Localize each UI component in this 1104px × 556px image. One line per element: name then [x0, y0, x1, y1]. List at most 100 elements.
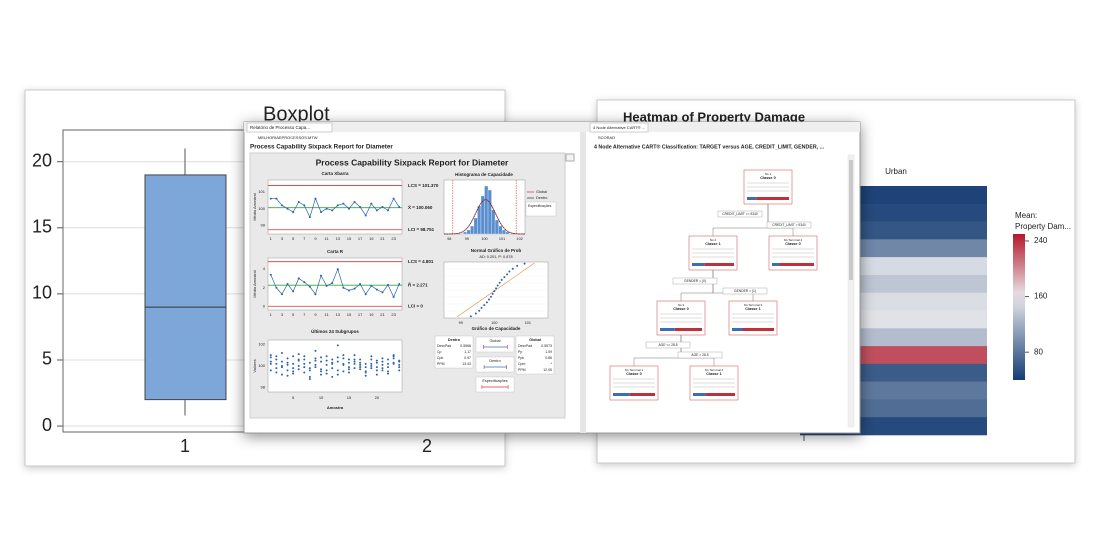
- point: [280, 365, 283, 367]
- split-box: [766, 221, 812, 229]
- node-row: [692, 252, 734, 254]
- tab[interactable]: [589, 122, 649, 133]
- x-tick-label: 19: [369, 236, 374, 241]
- point: [347, 358, 350, 361]
- point: [325, 369, 328, 372]
- point: [275, 367, 278, 370]
- y-axis-label: Valores: [252, 359, 257, 372]
- point: [478, 309, 481, 312]
- point: [336, 373, 339, 376]
- x-tick-label: 9: [314, 236, 317, 241]
- point: [275, 362, 278, 365]
- node-row: [772, 252, 814, 254]
- point: [342, 286, 345, 289]
- x-tick-label: 7: [303, 312, 306, 317]
- point: [364, 293, 367, 296]
- x-tick-label: 13: [336, 236, 341, 241]
- colorbar-tick-label: 240: [1034, 236, 1048, 245]
- point: [381, 206, 384, 208]
- node-label: Nó 3: [678, 303, 685, 307]
- point: [381, 360, 384, 363]
- fit-line: [456, 262, 535, 318]
- bar: [477, 205, 482, 235]
- point: [314, 359, 317, 362]
- point: [398, 369, 401, 372]
- y-tick-label: 100: [258, 363, 265, 368]
- point: [331, 209, 334, 212]
- control-limit-label: LCI = 98.751: [408, 227, 435, 232]
- split-box: [645, 341, 691, 349]
- point: [325, 207, 328, 210]
- point: [286, 361, 289, 364]
- series-line: [270, 268, 400, 298]
- tab[interactable]: [246, 122, 333, 133]
- point: [375, 373, 378, 376]
- point: [269, 197, 272, 200]
- point: [387, 209, 390, 212]
- report-heading: Process Capability Sixpack Report for Di…: [250, 144, 393, 151]
- node-label: Nó Terminal 1: [625, 368, 644, 372]
- y-tick-label: 98: [261, 385, 266, 390]
- point: [286, 207, 289, 210]
- bar: [466, 229, 471, 235]
- point: [331, 282, 334, 285]
- point: [303, 358, 306, 361]
- class-bar: [660, 328, 675, 331]
- y-tick-label: 0: [263, 303, 266, 308]
- y-tick-label: 5: [42, 349, 52, 369]
- point: [500, 278, 503, 281]
- chart-subtitle: AD: 0.201, P: 0.878: [479, 255, 512, 259]
- worksheet-label: MELHORIAEPROCESSOS.MTW: [258, 135, 318, 140]
- point: [387, 283, 390, 286]
- plot-area: [267, 339, 403, 393]
- node-row: [692, 256, 734, 258]
- point: [364, 362, 367, 365]
- point: [336, 268, 339, 271]
- point: [370, 202, 373, 205]
- point: [493, 290, 496, 293]
- point: [303, 371, 306, 374]
- point: [487, 298, 490, 301]
- point: [359, 358, 362, 361]
- node-class: Classe 0: [760, 176, 775, 180]
- stats-value: 0.86: [545, 356, 552, 360]
- x-tick-label: 101: [525, 321, 531, 325]
- point: [297, 277, 300, 280]
- bar: [484, 185, 489, 235]
- series-line: [270, 197, 400, 219]
- bar: [463, 231, 468, 235]
- class-bar-rest: [742, 328, 774, 331]
- stats-box: [515, 335, 555, 375]
- point: [392, 362, 395, 365]
- point: [297, 200, 300, 203]
- point: [336, 356, 339, 359]
- point: [511, 267, 514, 270]
- point: [347, 361, 350, 364]
- point: [342, 357, 345, 360]
- x-tick-label: 17: [358, 236, 363, 241]
- point: [292, 290, 295, 293]
- point: [370, 362, 373, 365]
- node-class: Classe 0: [673, 307, 688, 311]
- stats-value: 13.43: [462, 362, 471, 366]
- x-tick-label: 1: [180, 436, 190, 456]
- class-bar-rest: [629, 393, 655, 396]
- point: [286, 374, 289, 377]
- point: [364, 371, 367, 374]
- chart-title: Gráfico de Capacidade: [472, 326, 521, 331]
- point: [308, 216, 311, 219]
- x-tick-label: 11: [325, 236, 330, 241]
- point: [314, 349, 317, 352]
- point: [381, 291, 384, 294]
- dropdown[interactable]: [565, 153, 575, 162]
- point: [370, 284, 373, 287]
- point: [375, 361, 378, 364]
- node-row: [772, 256, 814, 258]
- split-label: CREDIT_LIMIT > 9340: [772, 223, 806, 227]
- split-label: GENDER = (1): [734, 289, 756, 293]
- point: [375, 209, 378, 212]
- window-title: Heatmap of Property Damage: [623, 109, 805, 124]
- node-label: Nó Terminal 3: [744, 303, 763, 307]
- x-tick-label: 17: [358, 312, 363, 317]
- interval-box: [475, 336, 515, 353]
